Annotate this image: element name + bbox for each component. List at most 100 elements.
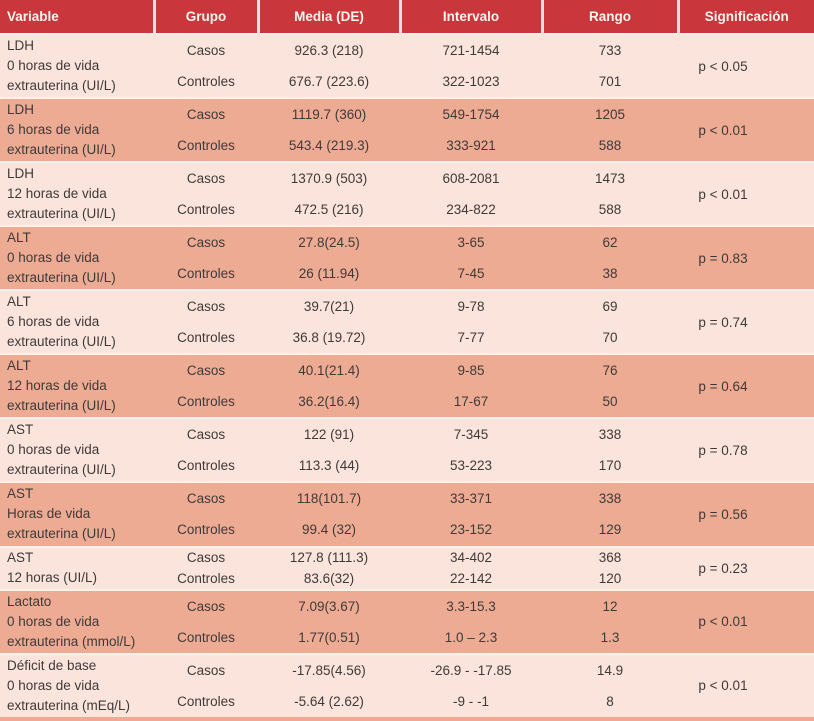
grupo-cell: Controles <box>154 66 258 99</box>
rango-cell: 8 <box>542 686 678 717</box>
intervalo-cell: 549-1754 <box>400 97 542 131</box>
media-cell: 543.4 (219.3) <box>258 130 400 163</box>
variable-line: extrauterina (UI/L) <box>7 526 116 542</box>
table-row-ldh-controles: Controles 472.5 (216) 234-822 588 <box>0 194 814 227</box>
grupo-cell: Controles <box>154 386 258 419</box>
table-row-alt-casos: ALT 6 horas de vida extrauterina (UI/L) Cas… <box>0 289 814 355</box>
significance-cell: p = 0.56 <box>678 481 814 547</box>
media-cell: 36.8 (19.72) <box>258 322 400 355</box>
variable-line: ALT <box>7 358 31 374</box>
table-row-deficit-de-base-casos: Déficit de base 0 horas de vida extrauteri… <box>0 652 814 717</box>
table-header: Variable Grupo Media (DE) Intervalo Rango Sig… <box>0 0 814 35</box>
intervalo-cell: 34-402 <box>400 545 542 569</box>
rango-cell: 62 <box>542 225 678 259</box>
intervalo-cell: 23-152 <box>400 514 542 547</box>
media-cell: 1.77(0.51) <box>258 621 400 654</box>
significance-cell: p < 0.05 <box>678 34 814 99</box>
significance-cell: p = 0.74 <box>678 289 814 355</box>
grupo-cell: Casos <box>154 588 258 622</box>
column-header-rango: Rango <box>540 0 678 35</box>
rango-cell: 14.9 <box>542 652 678 687</box>
significance-cell: p < 0.01 <box>678 652 814 717</box>
column-header-grupo: Grupo <box>152 0 258 35</box>
table-row-ast-casos: AST Horas de vida extrauterina (UI/L) Casos… <box>0 481 814 547</box>
table-row-alt-controles: Controles 26 (11.94) 7-45 38 <box>0 258 814 291</box>
grupo-cell: Controles <box>154 258 258 291</box>
rango-cell: 588 <box>542 194 678 227</box>
variable-cell: ALT 0 horas de vida extrauterina (UI/L) <box>0 225 154 291</box>
variable-line: extrauterina (mEq/L) <box>7 697 131 713</box>
rango-cell: 12 <box>542 588 678 622</box>
grupo-cell: Casos <box>154 545 258 569</box>
media-cell: 39.7(21) <box>258 289 400 323</box>
intervalo-cell: 9-85 <box>400 353 542 387</box>
media-cell: 99.4 (32) <box>258 514 400 547</box>
rango-cell: 338 <box>542 481 678 515</box>
variable-line: LDH <box>7 38 35 54</box>
rango-cell: 701 <box>542 66 678 99</box>
variable-cell: LDH 12 horas de vida extrauterina (UI/L) <box>0 161 154 227</box>
intervalo-cell: 7-77 <box>400 322 542 355</box>
variable-cell: LDH 6 horas de vida extrauterina (UI/L) <box>0 97 154 163</box>
grupo-cell: Controles <box>154 194 258 227</box>
table-row-ldh-controles: Controles 676.7 (223.6) 322-1023 701 <box>0 66 814 99</box>
significance-cell: p = 0.78 <box>678 417 814 483</box>
table-row-ast-casos: AST 12 horas (UI/L) Casos 127.8 (111.3) 34-4… <box>0 545 814 590</box>
table-row-ldh-casos: LDH 0 horas de vida extrauterina (UI/L) Cas… <box>0 34 814 99</box>
grupo-cell: Controles <box>154 450 258 483</box>
intervalo-cell: 17-67 <box>400 386 542 419</box>
intervalo-cell: 53-223 <box>400 450 542 483</box>
variable-line: extrauterina (UI/L) <box>7 334 116 350</box>
variable-line: AST <box>7 422 34 438</box>
intervalo-cell: 322-1023 <box>400 66 542 99</box>
variable-cell: ALT 6 horas de vida extrauterina (UI/L) <box>0 289 154 355</box>
header-row: Variable Grupo Media (DE) Intervalo Rango Sig… <box>0 0 814 35</box>
variable-line: Lactato <box>7 593 52 609</box>
media-cell: 472.5 (216) <box>258 194 400 227</box>
grupo-cell: Casos <box>154 481 258 515</box>
intervalo-cell: 1.0 – 2.3 <box>400 621 542 654</box>
table-row-alt-controles: Controles 36.8 (19.72) 7-77 70 <box>0 322 814 355</box>
grupo-cell: Casos <box>154 225 258 259</box>
table-body: LDH 0 horas de vida extrauterina (UI/L) Cas… <box>0 34 814 717</box>
variable-line: extrauterina (UI/L) <box>7 142 116 158</box>
rango-cell: 50 <box>542 386 678 419</box>
rango-cell: 1205 <box>542 97 678 131</box>
table-row-alt-casos: ALT 0 horas de vida extrauterina (UI/L) Cas… <box>0 225 814 291</box>
variable-line: extrauterina (UI/L) <box>7 206 116 222</box>
variable-line: 0 horas de vida <box>7 442 100 458</box>
intervalo-cell: 721-1454 <box>400 34 542 67</box>
variable-line: 0 horas de vida <box>7 677 100 693</box>
table-row-ast-casos: AST 0 horas de vida extrauterina (UI/L) Cas… <box>0 417 814 483</box>
rango-cell: 338 <box>542 417 678 451</box>
grupo-cell: Casos <box>154 652 258 687</box>
variable-line: 6 horas de vida <box>7 314 100 330</box>
rango-cell: 1.3 <box>542 621 678 654</box>
intervalo-cell: 9-78 <box>400 289 542 323</box>
media-cell: 40.1(21.4) <box>258 353 400 387</box>
rango-cell: 1473 <box>542 161 678 195</box>
intervalo-cell: -9 - -1 <box>400 686 542 717</box>
variable-cell: Lactato 0 horas de vida extrauterina (mmol… <box>0 588 154 654</box>
variable-line: 12 horas (UI/L) <box>7 570 98 586</box>
rango-cell: 368 <box>542 545 678 569</box>
variable-cell: AST 0 horas de vida extrauterina (UI/L) <box>0 417 154 483</box>
media-cell: 83.6(32) <box>258 568 400 590</box>
media-cell: 127.8 (111.3) <box>258 545 400 569</box>
media-cell: 122 (91) <box>258 417 400 451</box>
intervalo-cell: -26.9 - -17.85 <box>400 652 542 687</box>
intervalo-cell: 7-45 <box>400 258 542 291</box>
variable-line: 0 horas de vida <box>7 58 100 74</box>
table-row-ldh-controles: Controles 543.4 (219.3) 333-921 588 <box>0 130 814 163</box>
media-cell: 7.09(3.67) <box>258 588 400 622</box>
variable-line: extrauterina (mmol/L) <box>7 633 136 649</box>
table-row-ast-controles: Controles 113.3 (44) 53-223 170 <box>0 450 814 483</box>
column-header-significacion: Significación <box>676 0 814 35</box>
intervalo-cell: 608-2081 <box>400 161 542 195</box>
variable-line: ALT <box>7 294 31 310</box>
media-cell: 26 (11.94) <box>258 258 400 291</box>
intervalo-cell: 333-921 <box>400 130 542 163</box>
table-row-ldh-casos: LDH 6 horas de vida extrauterina (UI/L) Cas… <box>0 97 814 163</box>
